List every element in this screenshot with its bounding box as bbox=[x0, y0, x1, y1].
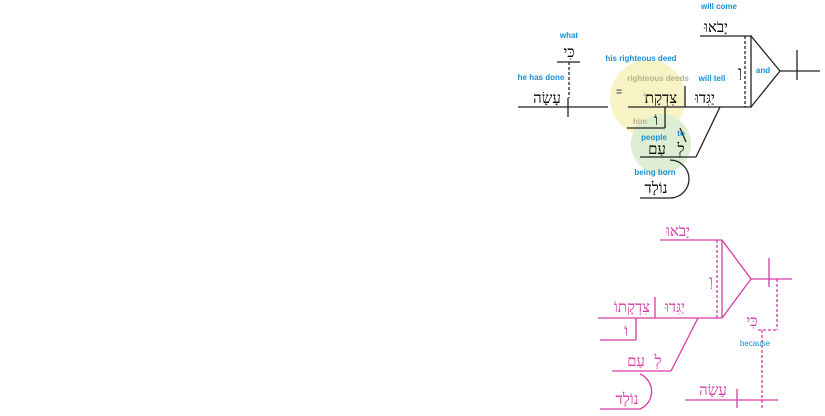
heb-vav-him: וֹ bbox=[654, 111, 658, 129]
gloss-his-righteous-deed: his righteous deed bbox=[605, 54, 676, 63]
heb-ki-b: כִּי bbox=[746, 312, 757, 330]
top-diagram: he has done what his righteous deed righ… bbox=[518, 2, 820, 199]
gloss-he-has-done: he has done bbox=[518, 73, 565, 82]
bottom-diagram: because יָבֹאוּ וְ צִדְקָתוֹ יַגִּדוּ וֹ… bbox=[598, 222, 792, 410]
heb-am: עַם bbox=[648, 140, 666, 158]
heb-ve: וְ bbox=[738, 63, 742, 81]
heb-asah-b: עָשָׂה bbox=[699, 381, 727, 399]
heb-vav-b: וֹ bbox=[624, 322, 628, 340]
gloss-will-come: will come bbox=[700, 2, 738, 11]
gloss-will-tell: will tell bbox=[698, 74, 726, 83]
heb-yaggidu-b: יַגִּדוּ bbox=[664, 298, 685, 316]
highlight-green bbox=[631, 114, 691, 174]
heb-yavou-b: יָבֹאוּ bbox=[665, 222, 690, 240]
gloss-because: because bbox=[740, 339, 771, 348]
equals-sign: = bbox=[616, 87, 622, 98]
heb-nolad-b: נוֹלָד bbox=[616, 390, 639, 408]
heb-ki: כִּי bbox=[563, 43, 574, 61]
gloss-to: to bbox=[677, 129, 685, 138]
heb-tsidqato-b: צִדְקָתוֹ bbox=[614, 298, 650, 316]
gloss-and: and bbox=[756, 66, 770, 75]
heb-le-b: לְ bbox=[653, 352, 661, 370]
heb-ve-b: וְ bbox=[709, 272, 713, 290]
heb-le: לְ bbox=[676, 140, 684, 158]
heb-yaggidu: יַגִּדוּ bbox=[694, 89, 715, 107]
gloss-being-born: being born bbox=[634, 168, 675, 177]
gloss-people: people bbox=[641, 133, 667, 142]
gloss-him: him bbox=[633, 117, 647, 126]
heb-asah: עָשָׂה bbox=[533, 89, 561, 107]
heb-tsidqato: צִדְקָת bbox=[645, 89, 677, 107]
heb-nolad: נוֹלָד bbox=[645, 179, 668, 197]
heb-am-b: עַם bbox=[627, 352, 645, 370]
gloss-righteous-deeds: righteous deeds bbox=[627, 74, 689, 83]
heb-vav-suffix: וֹ bbox=[643, 89, 647, 107]
gloss-what: what bbox=[559, 31, 579, 40]
heb-yavou: יָבֹאוּ bbox=[703, 18, 728, 36]
